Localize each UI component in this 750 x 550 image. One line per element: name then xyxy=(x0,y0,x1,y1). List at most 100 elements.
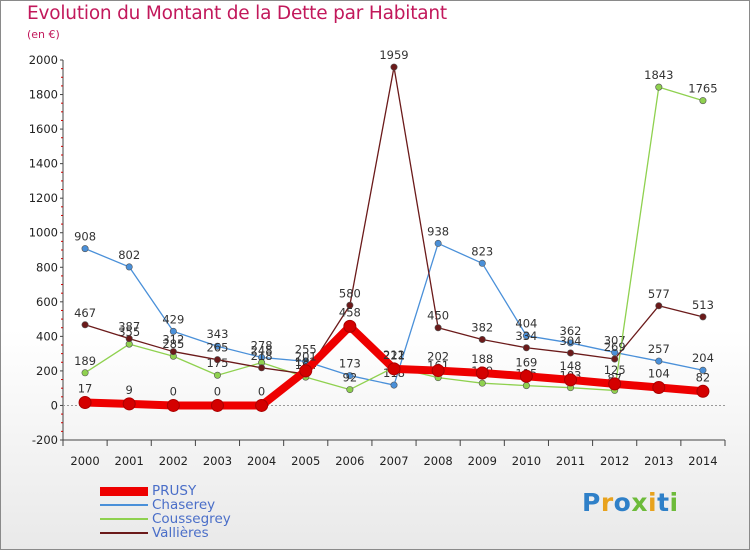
point-prusy-2002 xyxy=(166,398,180,412)
data-label-chaserey-2004: 278 xyxy=(251,338,273,352)
point-prusy-2006 xyxy=(343,319,357,333)
data-label-chaserey-2011: 362 xyxy=(560,324,582,338)
point-prusy-2010 xyxy=(519,369,533,383)
y-tick-label-1400: 1400 xyxy=(29,157,58,171)
point-chaserey-2006 xyxy=(346,372,354,380)
x-tick-label-2002: 2002 xyxy=(159,454,188,468)
legend-swatch-vallieres xyxy=(100,532,148,534)
data-label-prusy-2005: 201 xyxy=(295,350,317,364)
point-chaserey-2009 xyxy=(478,259,486,267)
point-prusy-2009 xyxy=(475,366,489,380)
data-label-valli-res-2013: 577 xyxy=(648,287,670,301)
data-label-prusy-2001: 9 xyxy=(126,383,133,397)
data-label-chaserey-2000: 908 xyxy=(74,230,96,244)
point-chaserey-2000 xyxy=(81,245,89,253)
data-label-valli-res-2012: 269 xyxy=(604,340,626,354)
point-valli-res-2009 xyxy=(478,335,486,343)
data-label-chaserey-2009: 823 xyxy=(471,244,493,258)
point-chaserey-2007 xyxy=(390,381,398,389)
point-coussegrey-2003 xyxy=(213,371,221,379)
data-label-valli-res-2011: 304 xyxy=(560,334,582,348)
point-prusy-2014 xyxy=(696,384,710,398)
data-label-valli-res-2008: 450 xyxy=(427,309,449,323)
data-label-valli-res-2007: 1959 xyxy=(379,48,408,62)
point-chaserey-2013 xyxy=(655,357,663,365)
data-label-prusy-2008: 202 xyxy=(427,350,449,364)
point-prusy-2004 xyxy=(255,398,269,412)
point-valli-res-2003 xyxy=(213,356,221,364)
data-label-chaserey-2013: 257 xyxy=(648,342,670,356)
legend-item-prusy: PRUSY xyxy=(100,484,231,498)
point-valli-res-2006 xyxy=(346,301,354,309)
x-tick-label-2011: 2011 xyxy=(556,454,585,468)
data-label-prusy-2010: 169 xyxy=(515,355,537,369)
y-tick-label-1000: 1000 xyxy=(29,226,58,240)
data-label-chaserey-2002: 429 xyxy=(162,312,184,326)
data-label-valli-res-2003: 265 xyxy=(206,341,228,355)
legend-item-chaserey: Chaserey xyxy=(100,498,231,512)
data-label-valli-res-2009: 382 xyxy=(471,320,493,334)
point-valli-res-2014 xyxy=(699,313,707,321)
data-label-coussegrey-2002: 285 xyxy=(162,337,184,351)
legend-swatch-prusy xyxy=(100,486,148,496)
point-prusy-2011 xyxy=(564,373,578,387)
x-tick-label-2010: 2010 xyxy=(512,454,541,468)
data-label-prusy-2007: 212 xyxy=(383,348,405,362)
point-prusy-2007 xyxy=(387,362,401,376)
point-prusy-2012 xyxy=(608,377,622,391)
y-tick-label-200: 200 xyxy=(36,364,58,378)
chart-legend: PRUSY Chaserey Coussegrey Vallières xyxy=(100,484,231,540)
point-coussegrey-2014 xyxy=(699,97,707,105)
point-valli-res-2001 xyxy=(125,335,133,343)
unit-label: (en €) xyxy=(27,28,60,41)
point-valli-res-2007 xyxy=(390,63,398,71)
data-label-prusy-2000: 17 xyxy=(78,382,93,396)
x-tick-label-2012: 2012 xyxy=(600,454,629,468)
point-valli-res-2010 xyxy=(522,344,530,352)
x-tick-label-2003: 2003 xyxy=(203,454,232,468)
y-tick-label-1600: 1600 xyxy=(29,122,58,136)
y-tick-label-800: 800 xyxy=(36,260,58,274)
y-tick-label-600: 600 xyxy=(36,295,58,309)
legend-swatch-coussegrey xyxy=(100,518,148,520)
y-tick-label-2000: 2000 xyxy=(29,53,58,67)
data-label-chaserey-2014: 204 xyxy=(692,351,714,365)
point-valli-res-2012 xyxy=(611,355,619,363)
point-coussegrey-2006 xyxy=(346,386,354,394)
data-label-chaserey-2001: 802 xyxy=(118,248,140,262)
legend-swatch-chaserey xyxy=(100,504,148,506)
x-tick-label-2009: 2009 xyxy=(468,454,497,468)
data-label-coussegrey-2013: 1843 xyxy=(644,68,673,82)
point-chaserey-2014 xyxy=(699,366,707,374)
x-tick-label-2008: 2008 xyxy=(423,454,452,468)
data-label-prusy-2014: 82 xyxy=(696,370,711,384)
data-label-valli-res-2006: 580 xyxy=(339,286,361,300)
data-label-valli-res-2000: 467 xyxy=(74,306,96,320)
y-tick-label-400: 400 xyxy=(36,329,58,343)
x-tick-label-2004: 2004 xyxy=(247,454,276,468)
y-tick-label--200: -200 xyxy=(32,433,58,447)
data-label-prusy-2011: 148 xyxy=(560,359,582,373)
proxiti-logo: Proxiti xyxy=(582,488,679,517)
data-label-chaserey-2008: 938 xyxy=(427,224,449,238)
x-tick-label-2007: 2007 xyxy=(379,454,408,468)
data-label-prusy-2003: 0 xyxy=(214,384,221,398)
point-prusy-2008 xyxy=(431,364,445,378)
legend-item-coussegrey: Coussegrey xyxy=(100,512,231,526)
point-coussegrey-2013 xyxy=(655,83,663,91)
point-chaserey-2001 xyxy=(125,263,133,271)
data-label-valli-res-2002: 312 xyxy=(162,333,184,347)
point-chaserey-2002 xyxy=(169,327,177,335)
x-tick-label-2005: 2005 xyxy=(291,454,320,468)
y-tick-label-0: 0 xyxy=(51,398,58,412)
data-label-coussegrey-2003: 175 xyxy=(206,356,228,370)
legend-label-vallieres: Vallières xyxy=(152,525,209,541)
legend-item-vallieres: Vallières xyxy=(100,526,231,540)
x-tick-label-2006: 2006 xyxy=(335,454,364,468)
legend-label-chaserey: Chaserey xyxy=(152,497,216,513)
point-chaserey-2008 xyxy=(434,239,442,247)
y-tick-label-1800: 1800 xyxy=(29,88,58,102)
series-line-valli-res xyxy=(84,66,704,375)
data-label-chaserey-2005: 255 xyxy=(295,342,317,356)
